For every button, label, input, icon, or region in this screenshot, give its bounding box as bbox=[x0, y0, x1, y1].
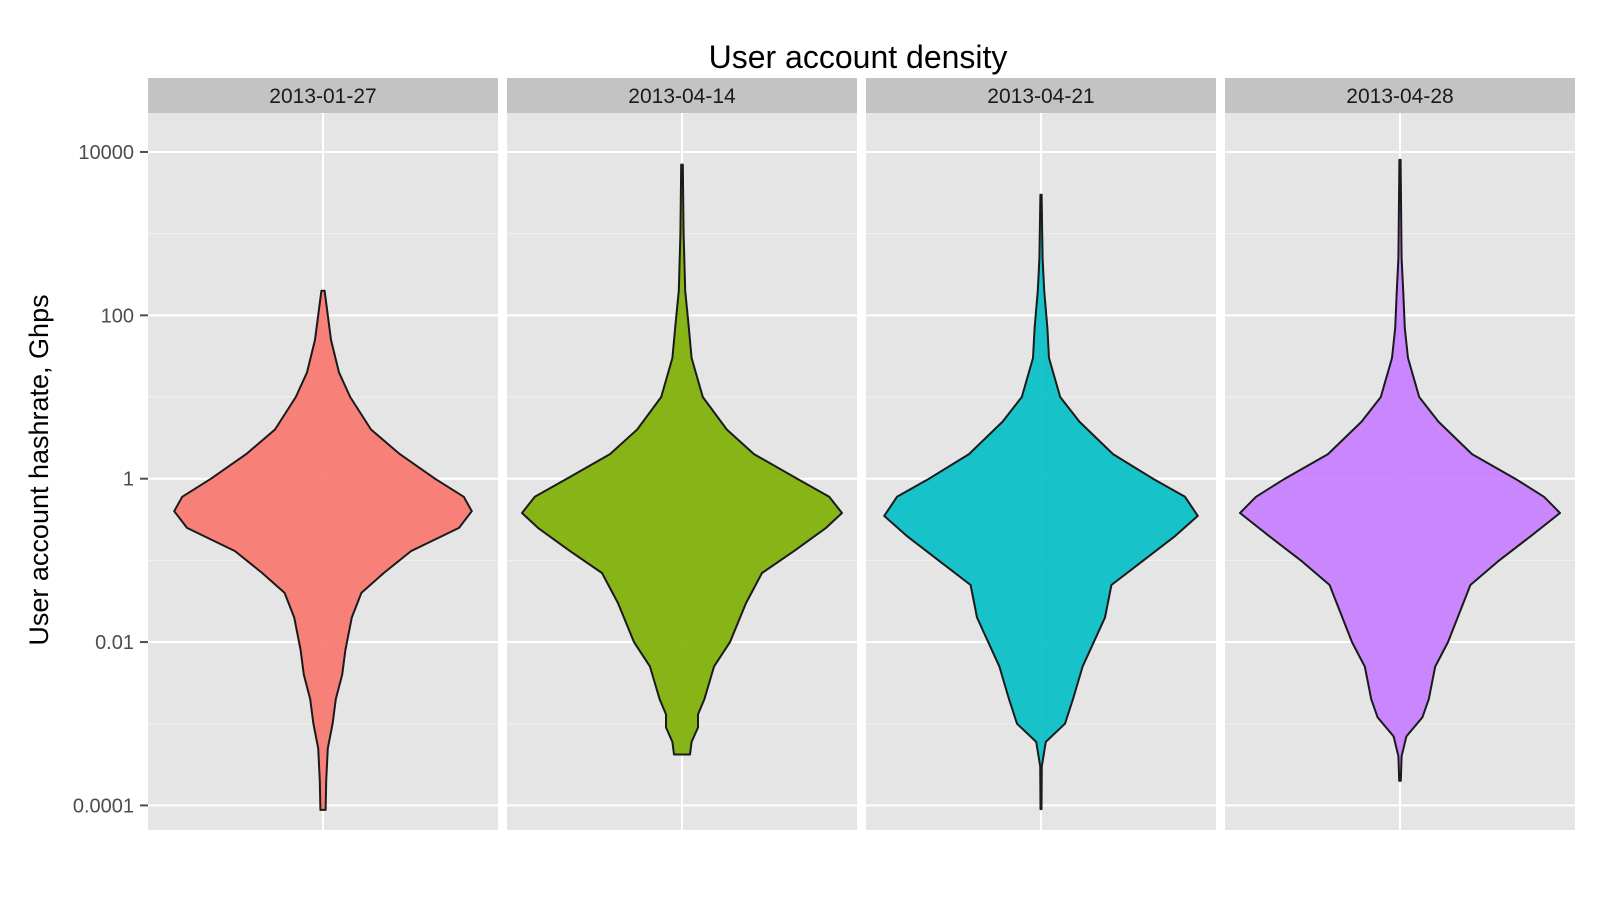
y-tick-label: 0.01 bbox=[95, 632, 134, 654]
violin-2013-01-27 bbox=[173, 289, 473, 811]
facet-panel-1: 2013-01-27 bbox=[148, 78, 498, 830]
y-axis-title: User account hashrate, Ghps bbox=[24, 294, 54, 645]
y-tick-label: 1 bbox=[123, 469, 134, 491]
facet-panel-3: 2013-04-21 bbox=[866, 78, 1216, 830]
facet-panel-4: 2013-04-28 bbox=[1225, 78, 1575, 830]
violin-2013-04-14 bbox=[521, 163, 843, 756]
y-tick-label: 100 bbox=[101, 305, 134, 327]
facet-strip bbox=[148, 78, 498, 113]
facet-strip bbox=[507, 78, 857, 113]
facet-strip-label: 2013-04-14 bbox=[628, 85, 736, 108]
facet-strip-label: 2013-01-27 bbox=[269, 85, 376, 108]
facet-strip bbox=[1225, 78, 1575, 113]
violin-2013-04-28 bbox=[1239, 158, 1561, 782]
facet-panels: 2013-01-27 2013-04-14 2013-04-21 2013-04-28 bbox=[148, 78, 1575, 830]
y-tick-label: 0.0001 bbox=[73, 795, 134, 817]
chart-title: User account density bbox=[709, 39, 1008, 75]
facet-strip-label: 2013-04-21 bbox=[987, 85, 1094, 108]
y-axis: 0.0001 0.01 1 100 10000 bbox=[73, 142, 148, 817]
violin-2013-04-21 bbox=[883, 193, 1199, 811]
y-tick-label: 10000 bbox=[78, 142, 134, 164]
facet-strip-label: 2013-04-28 bbox=[1346, 85, 1453, 108]
facet-strip bbox=[866, 78, 1216, 113]
facet-panel-2: 2013-04-14 bbox=[507, 78, 857, 830]
